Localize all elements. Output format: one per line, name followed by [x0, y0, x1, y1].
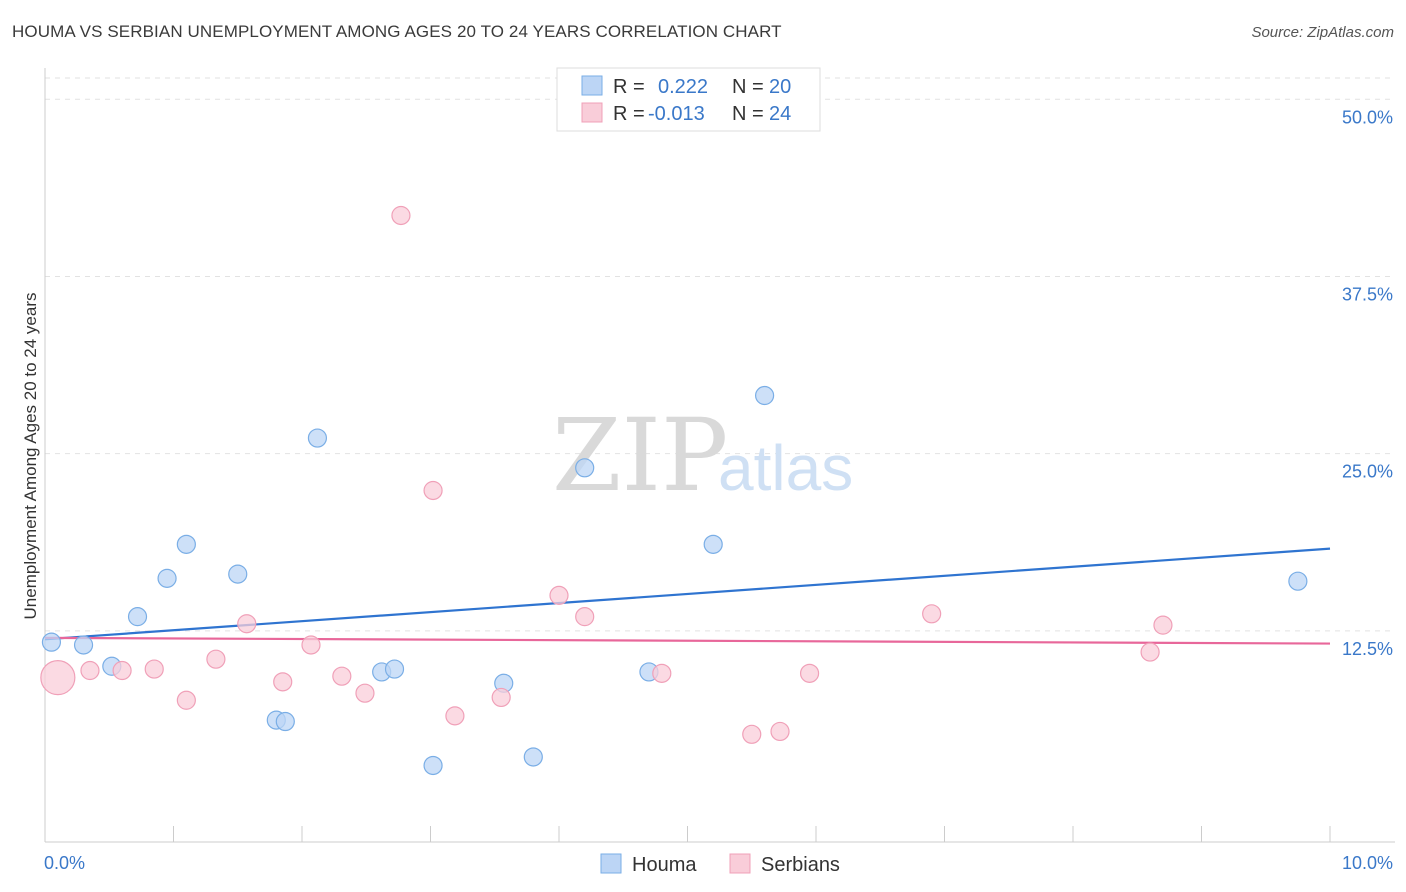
houma-point [127, 607, 148, 627]
serbians-point [770, 721, 790, 742]
serbians-point [1153, 615, 1173, 635]
serbians-point [423, 480, 443, 501]
houma-point [575, 458, 595, 478]
serbians-point [80, 660, 100, 681]
serbians-point [391, 205, 411, 226]
serbians-point [40, 659, 76, 696]
serbians-point [112, 660, 132, 681]
serbians-point [206, 649, 226, 669]
serbians-point [355, 683, 375, 703]
legend-serbians-label: Serbians [761, 854, 840, 876]
y-tick-labels: 12.5% 25.0% 37.5% 50.0% [1342, 107, 1393, 659]
chart-title: HOUMA VS SERBIAN UNEMPLOYMENT AMONG AGES… [12, 22, 782, 41]
serbians-point [273, 672, 293, 692]
watermark-atlas: atlas [718, 432, 853, 504]
serbians-n-label: N = [732, 103, 764, 125]
serbians-point [549, 585, 569, 605]
serbians-trend-line [44, 636, 1331, 645]
houma-point [275, 711, 295, 732]
houma-point [41, 632, 62, 652]
houma-r-label: R = [613, 76, 645, 98]
houma-swatch [581, 75, 603, 96]
serbians-point [176, 690, 196, 710]
houma-point [1288, 571, 1308, 591]
serbians-point [799, 663, 820, 683]
houma-point [157, 568, 177, 588]
y-tick-label: 50.0% [1342, 107, 1393, 127]
x-tick-labels: 0.0% 10.0% [44, 853, 1393, 873]
houma-point [307, 428, 328, 448]
houma-point [523, 747, 543, 767]
serbians-point [922, 604, 942, 624]
y-tick-label: 12.5% [1342, 639, 1393, 659]
legend-serbians-swatch [729, 853, 751, 874]
serbians-point [1140, 642, 1160, 662]
y-tick-label: 25.0% [1342, 462, 1393, 482]
x-tick-label: 0.0% [44, 853, 85, 873]
serbians-r-value: -0.013 [648, 103, 705, 125]
serbians-point [491, 687, 511, 708]
houma-point [176, 534, 196, 554]
houma-n-label: N = [732, 76, 764, 98]
houma-n-value: 20 [769, 76, 791, 98]
y-axis-label: Unemployment Among Ages 20 to 24 years [21, 293, 40, 620]
houma-point [423, 755, 443, 776]
serbians-swatch [581, 102, 603, 123]
legend-houma-label: Houma [632, 854, 697, 876]
axes [44, 68, 1395, 843]
serbians-r-label: R = [613, 103, 645, 125]
stats-legend: R = 0.222 N = 20 R = -0.013 N = 24 [556, 67, 821, 132]
data-points [40, 205, 1308, 776]
source-credit: Source: ZipAtlas.com [1251, 24, 1394, 41]
watermark-zip: ZIP [552, 397, 728, 514]
serbians-n-value: 24 [769, 103, 791, 125]
trend-lines [44, 547, 1331, 645]
x-tick-label: 10.0% [1342, 853, 1393, 873]
watermark: ZIP atlas [552, 397, 853, 514]
serbians-point [445, 706, 465, 726]
houma-r-value: 0.222 [658, 76, 708, 98]
series-legend: Houma Serbians [600, 853, 840, 876]
serbians-point [144, 659, 164, 679]
serbians-point [575, 607, 595, 627]
serbians-point [652, 663, 672, 683]
y-tick-label: 37.5% [1342, 284, 1393, 304]
houma-trend-line [44, 547, 1331, 641]
serbians-point [332, 666, 352, 686]
houma-point [703, 534, 723, 554]
houma-point [73, 635, 94, 655]
serbians-point [742, 724, 762, 744]
legend-houma-swatch [600, 853, 622, 874]
serbians-point [301, 635, 321, 655]
houma-point [228, 564, 248, 584]
houma-point [754, 385, 775, 406]
houma-point [384, 659, 405, 679]
serbians-point [237, 614, 257, 634]
